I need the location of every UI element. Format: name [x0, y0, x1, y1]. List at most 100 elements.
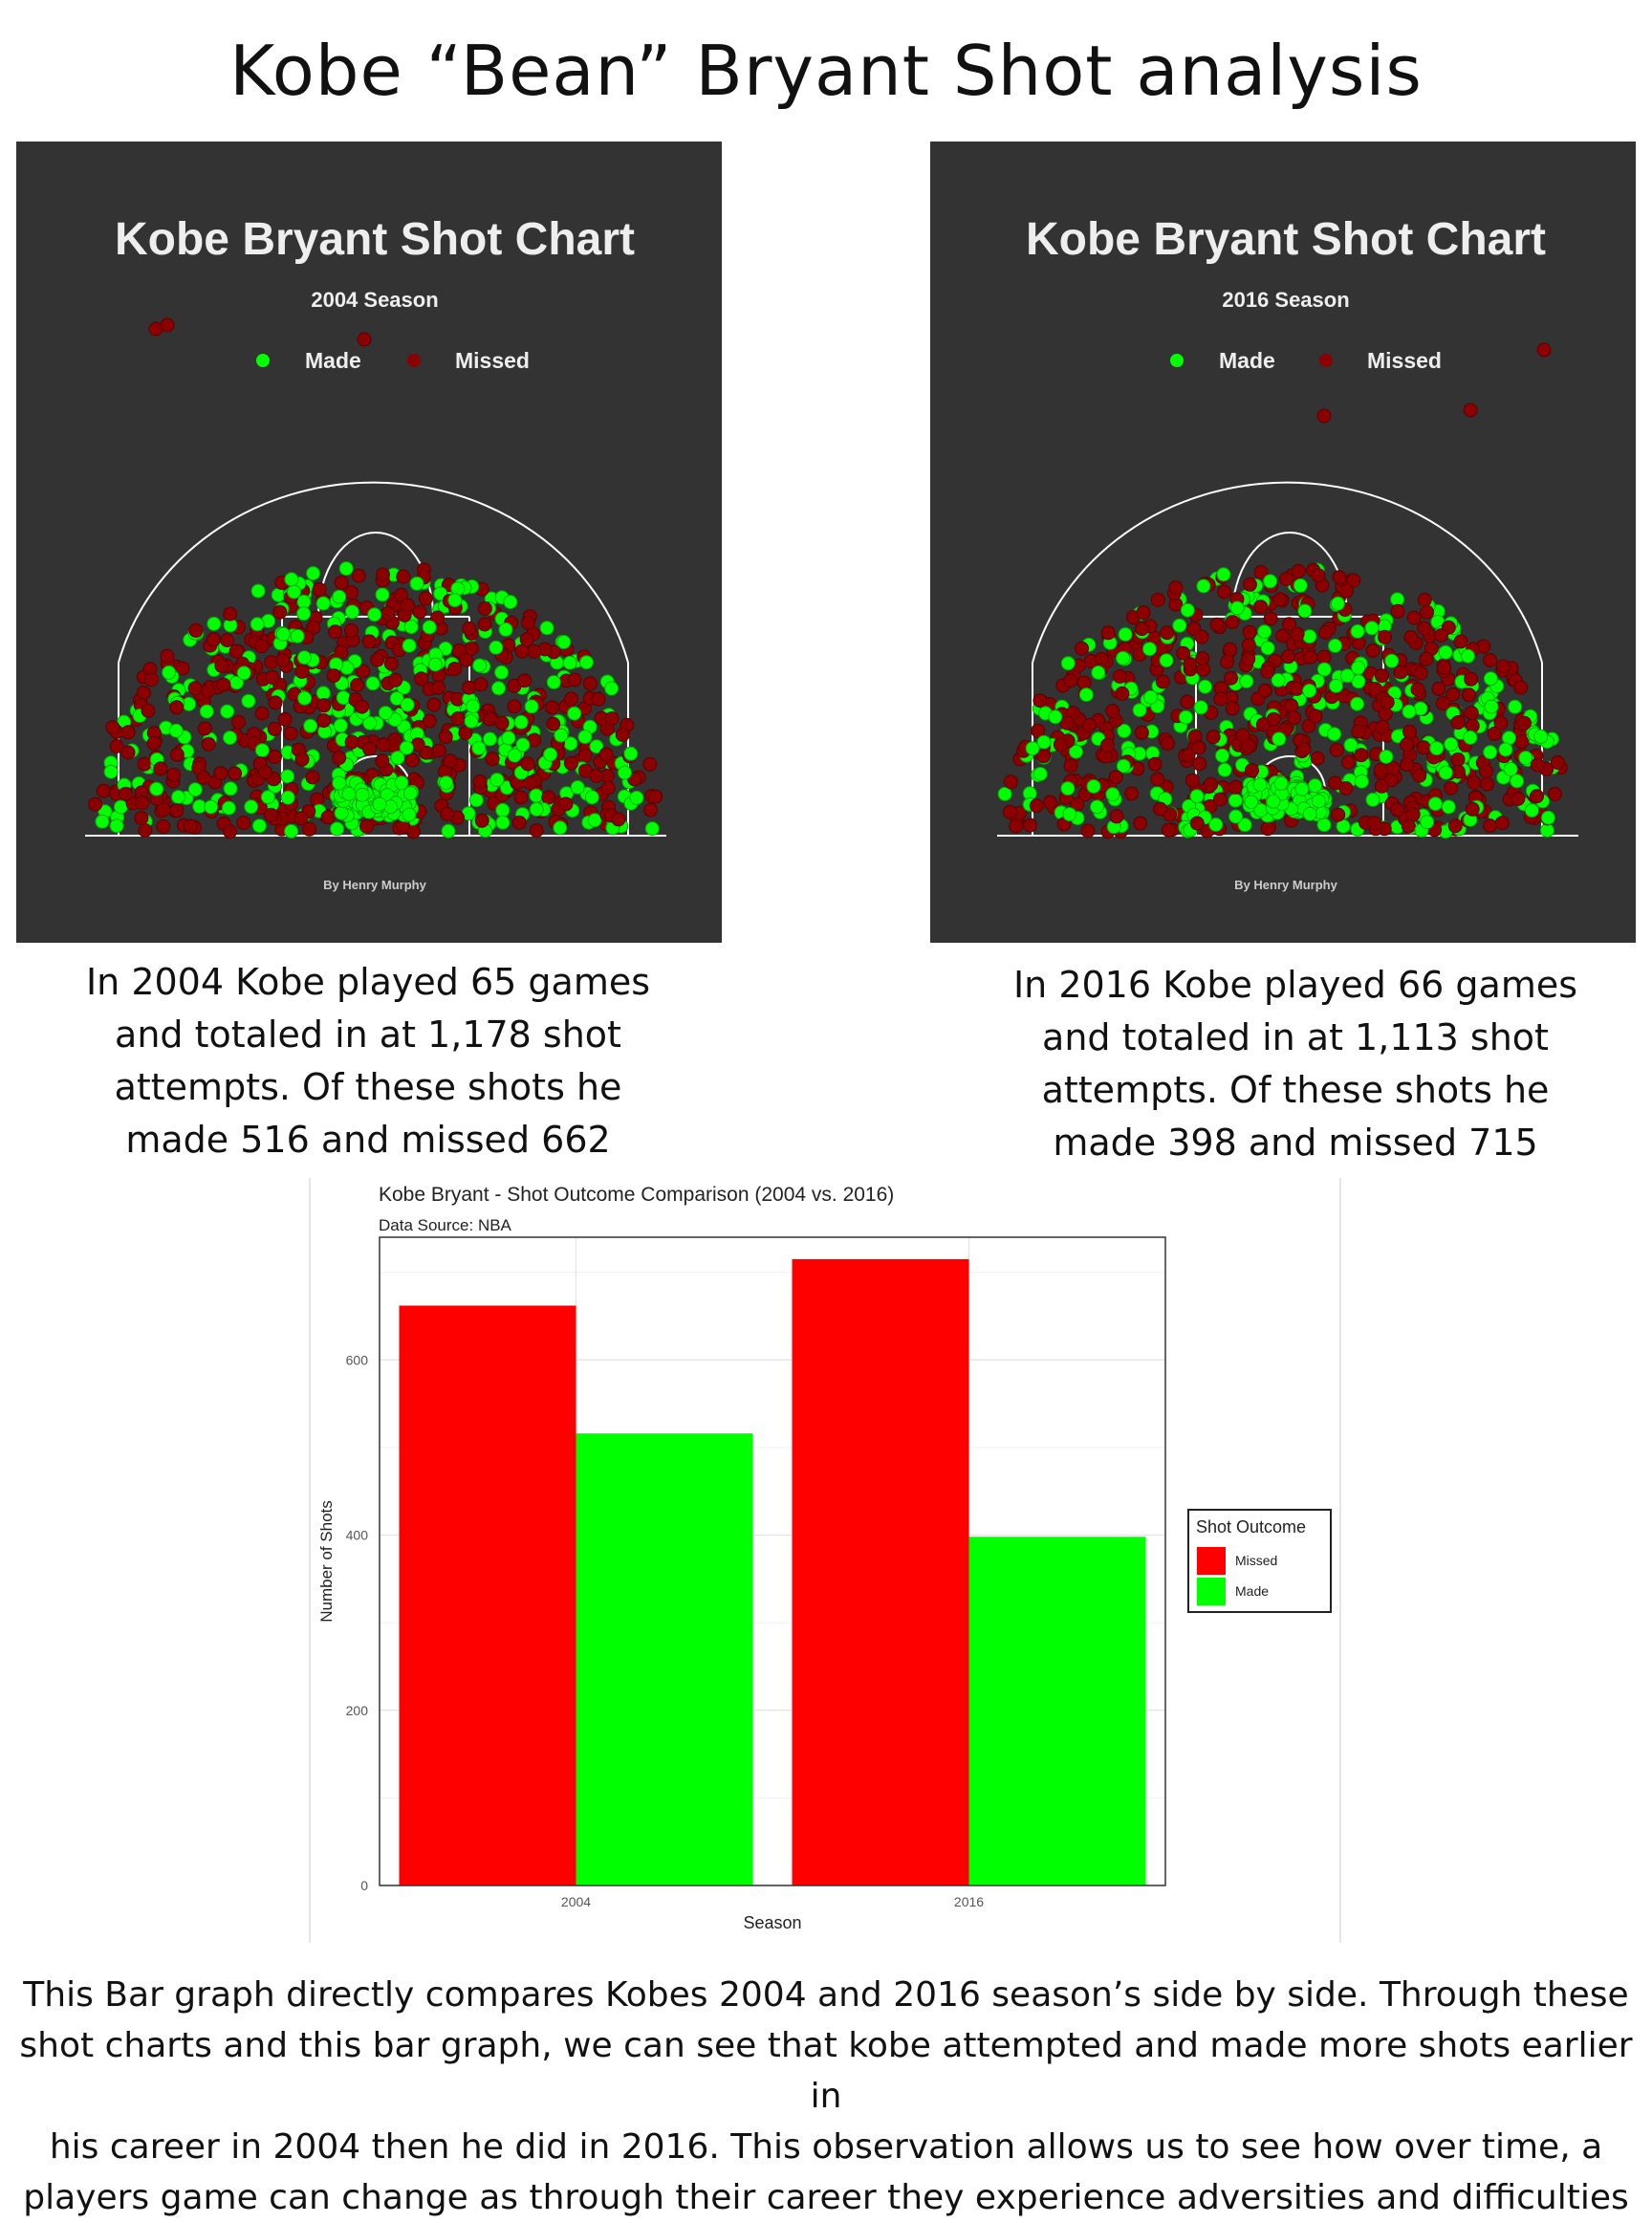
missed-shot-marker — [272, 604, 288, 620]
made-shot-marker — [1193, 700, 1208, 715]
missed-shot-marker — [1530, 789, 1544, 804]
missed-shot-marker — [1483, 818, 1497, 834]
missed-shot-marker — [1453, 634, 1468, 649]
missed-shot-marker — [1493, 715, 1509, 730]
shot-markers — [88, 317, 663, 839]
missed-shot-marker — [1225, 615, 1240, 630]
missed-shot-marker — [1446, 687, 1461, 702]
missed-shot-marker — [458, 725, 473, 740]
missed-shot-marker — [1375, 720, 1390, 734]
missed-shot-marker — [1401, 818, 1416, 834]
made-shot-marker — [489, 773, 505, 788]
missed-shot-marker — [1100, 625, 1116, 641]
missed-shot-marker — [388, 672, 403, 687]
missed-shot-marker — [1402, 724, 1417, 739]
missed-shot-marker — [1536, 342, 1552, 358]
missed-shot-marker — [1483, 653, 1497, 667]
missed-shot-marker — [1209, 617, 1225, 632]
missed-shot-marker — [459, 652, 474, 667]
made-shot-marker — [1540, 810, 1555, 825]
made-shot-marker — [1228, 809, 1244, 824]
made-shot-marker — [1272, 731, 1287, 747]
missed-shot-marker — [1462, 687, 1477, 703]
made-shot-marker — [336, 690, 351, 706]
missed-shot-marker — [1279, 572, 1293, 587]
missed-shot-marker — [1393, 665, 1408, 680]
missed-shot-marker — [1136, 605, 1151, 621]
legend-missed-marker — [407, 354, 421, 367]
missed-shot-marker — [1147, 756, 1163, 772]
made-shot-marker — [577, 730, 593, 745]
missed-shot-marker — [431, 743, 446, 758]
made-shot-marker — [402, 786, 418, 801]
missed-shot-marker — [344, 622, 359, 638]
made-shot-marker — [1329, 678, 1343, 693]
missed-shot-marker — [564, 691, 579, 707]
missed-shot-marker — [283, 726, 298, 741]
missed-shot-marker — [344, 734, 359, 750]
summary-line: shot charts and this bar graph, we can s… — [19, 2026, 1633, 2116]
missed-shot-marker — [1032, 693, 1048, 708]
missed-shot-marker — [1282, 617, 1296, 632]
missed-shot-marker — [188, 622, 204, 638]
missed-shot-marker — [1189, 816, 1205, 831]
made-shot-marker — [355, 787, 370, 802]
missed-shot-marker — [1354, 748, 1369, 763]
made-shot-marker — [529, 802, 544, 817]
missed-shot-marker — [334, 644, 349, 660]
made-shot-marker — [204, 799, 219, 815]
missed-shot-marker — [1311, 568, 1326, 583]
made-shot-marker — [1441, 799, 1456, 815]
missed-shot-marker — [522, 775, 537, 791]
missed-shot-marker — [216, 677, 231, 692]
missed-shot-marker — [213, 766, 228, 781]
made-shot-marker — [1091, 665, 1106, 680]
made-shot-marker — [1172, 618, 1187, 633]
missed-shot-marker — [1109, 809, 1124, 824]
missed-shot-marker — [1002, 804, 1017, 819]
made-shot-marker — [587, 813, 602, 828]
made-shot-marker — [567, 706, 582, 721]
caption-line: made 398 and missed 715 — [1053, 1122, 1538, 1164]
made-shot-marker — [623, 746, 639, 761]
missed-shot-marker — [277, 711, 293, 727]
made-shot-marker — [275, 626, 291, 642]
made-shot-marker — [554, 728, 569, 743]
missed-shot-marker — [312, 582, 327, 597]
made-shot-marker — [113, 799, 128, 815]
summary-line: players game can change as through their… — [23, 2178, 1629, 2217]
made-shot-marker — [1463, 730, 1478, 745]
missed-shot-marker — [316, 698, 332, 713]
made-shot-marker — [1483, 745, 1498, 760]
missed-shot-marker — [462, 621, 477, 636]
made-shot-marker — [529, 788, 544, 803]
made-shot-marker — [1266, 794, 1281, 809]
missed-shot-marker — [201, 684, 215, 698]
missed-shot-marker — [1155, 674, 1170, 689]
missed-shot-marker — [1301, 718, 1316, 733]
missed-shot-marker — [267, 721, 282, 736]
made-shot-marker — [390, 751, 405, 766]
missed-shot-marker — [577, 748, 593, 763]
legend-missed-label: Missed — [455, 348, 530, 373]
caption-line: In 2004 Kobe played 65 games — [85, 961, 651, 1003]
x-tick-label: 2004 — [561, 1894, 591, 1909]
missed-shot-marker — [359, 818, 374, 834]
missed-shot-marker — [477, 617, 492, 632]
missed-shot-marker — [1450, 752, 1466, 767]
missed-shot-marker — [187, 681, 203, 696]
bar-chart-title: Kobe Bryant - Shot Outcome Comparison (2… — [379, 1184, 894, 1206]
missed-shot-marker — [1367, 816, 1382, 831]
missed-shot-marker — [138, 823, 153, 838]
y-tick-labels: 0 200 400 600 — [346, 1352, 369, 1893]
missed-shot-marker — [136, 686, 151, 701]
made-shot-marker — [315, 686, 331, 701]
made-shot-marker — [251, 818, 267, 834]
made-shot-marker — [103, 764, 119, 779]
made-shot-marker — [1048, 709, 1063, 725]
made-shot-marker — [1390, 592, 1405, 607]
missed-shot-marker — [401, 598, 415, 613]
made-shot-marker — [168, 723, 184, 738]
missed-shot-marker — [1284, 698, 1299, 713]
shot-chart-credit: By Henry Murphy — [1234, 878, 1337, 892]
